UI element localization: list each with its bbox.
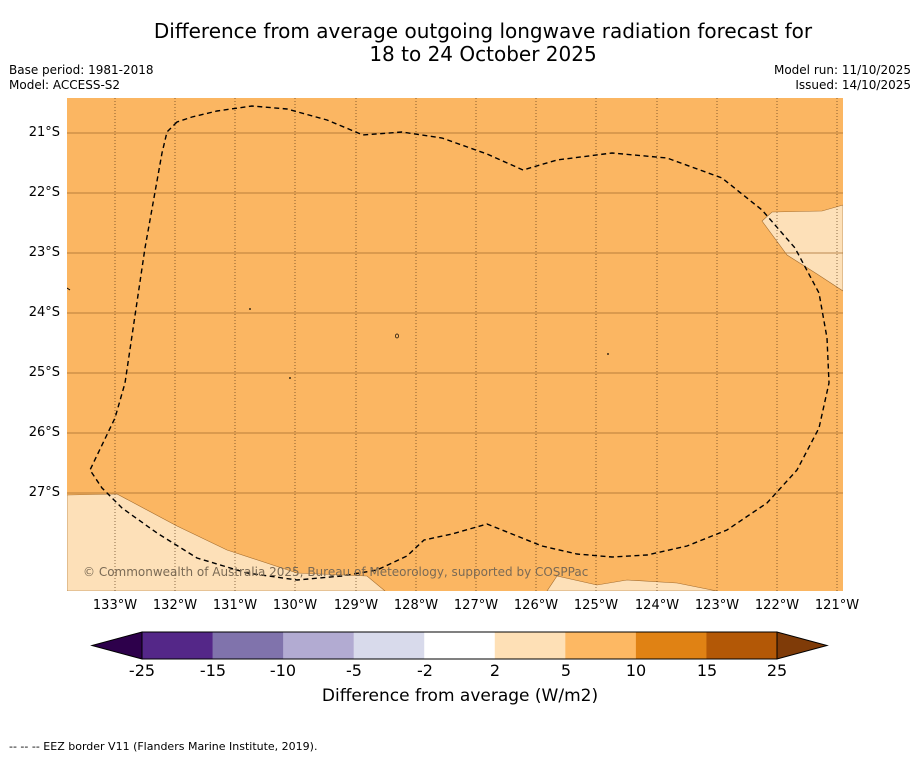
chart-title-line1: Difference from average outgoing longwav… — [153, 19, 813, 43]
colorbar-segments — [90, 631, 829, 660]
lat-label: 23°S — [28, 245, 60, 260]
lon-label: 130°W — [272, 598, 318, 613]
colorbar-tick: -10 — [269, 661, 297, 680]
islands — [249, 308, 609, 379]
colorbar — [90, 631, 829, 660]
map-edge-mark — [67, 287, 71, 291]
latitude-gridlines — [67, 132, 843, 494]
issued-date: Issued: 14/10/2025 — [795, 78, 911, 92]
colorbar-frame — [141, 631, 778, 660]
lon-label: 122°W — [754, 598, 800, 613]
map-region-2-5-south — [546, 575, 718, 591]
lon-label: 133°W — [92, 598, 138, 613]
map-panel — [67, 98, 843, 591]
colorbar-tick: 2 — [489, 661, 501, 680]
lat-label: 21°S — [28, 125, 60, 140]
colorbar-tick: -2 — [417, 661, 433, 680]
lon-label: 129°W — [333, 598, 379, 613]
lon-label: 121°W — [814, 598, 860, 613]
colorbar-extension-low — [90, 631, 143, 660]
lon-label: 132°W — [152, 598, 198, 613]
lon-label: 124°W — [634, 598, 680, 613]
colorbar-segment — [635, 632, 707, 659]
colorbar-segment — [706, 632, 778, 659]
lat-label: 27°S — [28, 485, 60, 500]
model-run-date: Model run: 11/10/2025 — [773, 63, 911, 77]
colorbar-segment — [565, 632, 637, 659]
lat-label: 25°S — [28, 365, 60, 380]
lon-label: 131°W — [212, 598, 258, 613]
colorbar-segment — [212, 632, 284, 659]
map-region-2-5-southwest — [67, 493, 386, 591]
colorbar-segment — [353, 632, 425, 659]
colorbar-tick: 5 — [560, 661, 572, 680]
eez-footnote: -- -- -- EEZ border V11 (Flanders Marine… — [9, 740, 318, 753]
map-region-2-5-east — [761, 204, 843, 292]
lat-label: 22°S — [28, 185, 60, 200]
colorbar-tick: -25 — [128, 661, 156, 680]
eez-border — [89, 105, 830, 581]
colorbar-tick: 10 — [625, 661, 647, 680]
colorbar-extension-high — [776, 631, 829, 660]
lat-label: 26°S — [28, 425, 60, 440]
colorbar-tick: 15 — [696, 661, 718, 680]
colorbar-tick: 25 — [766, 661, 788, 680]
colorbar-tick: -15 — [199, 661, 227, 680]
lon-label: 127°W — [453, 598, 499, 613]
colorbar-segment — [283, 632, 355, 659]
map-background-5-10 — [67, 98, 843, 591]
copyright-notice: © Commonwealth of Australia 2025, Bureau… — [83, 565, 589, 579]
longitude-gridlines — [114, 98, 838, 591]
colorbar-tick: -5 — [346, 661, 362, 680]
colorbar-segment — [424, 632, 496, 659]
lat-label: 24°S — [28, 305, 60, 320]
model-name: Model: ACCESS-S2 — [9, 78, 121, 92]
chart-title-line2: 18 to 24 October 2025 — [369, 42, 597, 66]
lon-label: 123°W — [694, 598, 740, 613]
colorbar-segment — [494, 632, 566, 659]
lon-label: 128°W — [393, 598, 439, 613]
colorbar-title: Difference from average (W/m2) — [321, 686, 599, 706]
colorbar-segment — [142, 632, 214, 659]
base-period: Base period: 1981-2018 — [9, 63, 154, 77]
lon-label: 126°W — [513, 598, 559, 613]
lon-label: 125°W — [573, 598, 619, 613]
